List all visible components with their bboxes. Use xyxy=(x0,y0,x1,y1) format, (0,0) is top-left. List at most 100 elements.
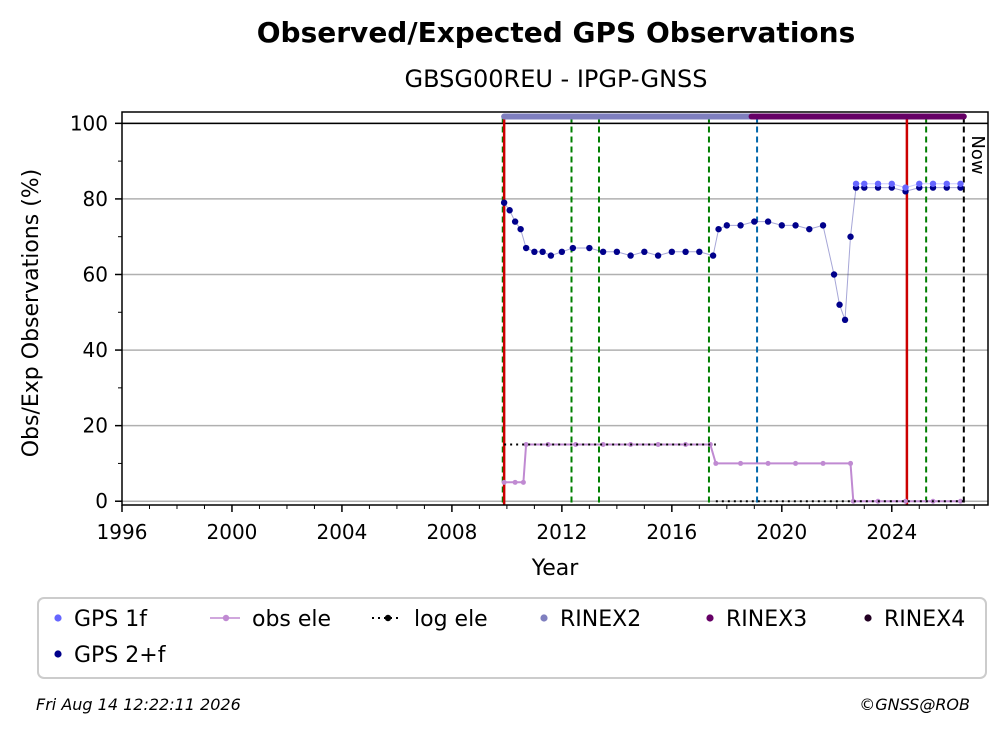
point-gps-2-f xyxy=(778,222,786,229)
point-obs-ele xyxy=(765,460,771,466)
y-tick-label: 100 xyxy=(70,111,108,135)
point-gps-1f xyxy=(902,184,909,191)
series-line-obs-ele xyxy=(504,443,961,503)
plot-frame xyxy=(121,111,989,506)
legend-label: RINEX4 xyxy=(884,607,965,632)
point-gps-2-f xyxy=(751,218,758,225)
y-tick-label: 60 xyxy=(83,262,108,286)
legend-item: log ele xyxy=(372,607,488,632)
point-obs-ele xyxy=(655,442,661,448)
chart-subtitle: GBSG00REU - IPGP-GNSS xyxy=(405,65,708,93)
point-obs-ele xyxy=(512,479,518,485)
point-gps-2-f xyxy=(511,218,519,225)
legend-dot-swatch xyxy=(706,614,714,622)
legend-dot-swatch xyxy=(54,650,62,658)
point-gps-2-f xyxy=(682,248,689,256)
point-obs-ele xyxy=(848,460,854,466)
legend-item: RINEX2 xyxy=(540,607,641,632)
point-obs-ele xyxy=(738,460,744,466)
point-obs-ele xyxy=(793,460,799,466)
point-gps-2-f xyxy=(569,244,577,252)
legend-label: GPS 2+f xyxy=(74,643,167,668)
point-gps-2-f xyxy=(613,248,621,256)
legend-label: RINEX2 xyxy=(560,607,641,632)
point-gps-2-f xyxy=(830,271,838,278)
legend-item: GPS 1f xyxy=(54,607,148,632)
y-tick-label: 80 xyxy=(83,187,108,211)
point-gps-1f xyxy=(957,180,964,187)
x-tick-label: 1996 xyxy=(97,520,148,544)
point-obs-ele xyxy=(903,498,909,504)
point-gps-2-f xyxy=(654,252,662,259)
point-gps-2-f xyxy=(547,252,555,259)
grid-lines xyxy=(122,122,988,502)
point-obs-ele xyxy=(850,498,856,504)
point-obs-ele xyxy=(820,460,826,466)
legend-label: log ele xyxy=(414,607,488,632)
point-gps-2-f xyxy=(531,248,538,256)
footer-credit: ©GNSS@ROB xyxy=(859,695,970,714)
point-gps-2-f xyxy=(792,222,799,229)
point-obs-ele xyxy=(707,442,713,448)
series-layer xyxy=(500,113,967,504)
point-gps-2-f xyxy=(539,248,546,256)
legend-dot-swatch xyxy=(54,614,62,622)
point-gps-2-f xyxy=(819,222,827,229)
legend-dot-swatch xyxy=(540,614,548,622)
point-gps-1f xyxy=(852,180,860,187)
point-gps-2-f xyxy=(847,233,854,240)
point-gps-2-f xyxy=(506,207,513,214)
now-label: Now xyxy=(967,135,988,174)
point-gps-2-f xyxy=(737,222,744,229)
point-obs-ele xyxy=(501,479,507,485)
legend-dot-swatch xyxy=(222,614,230,622)
point-obs-ele xyxy=(958,498,964,504)
point-gps-1f xyxy=(861,180,868,187)
x-axis-label: Year xyxy=(531,556,580,581)
y-tick-label: 40 xyxy=(83,338,108,362)
point-obs-ele xyxy=(523,442,529,448)
point-gps-2-f xyxy=(709,252,717,259)
point-gps-1f xyxy=(916,180,923,187)
point-gps-1f xyxy=(888,180,895,187)
x-tick-label: 2016 xyxy=(646,520,697,544)
point-gps-2-f xyxy=(668,248,676,256)
x-tick-label: 2000 xyxy=(207,520,258,544)
legend-item: GPS 2+f xyxy=(54,643,167,668)
y-axis-label: Obs/Exp Observations (%) xyxy=(19,169,44,458)
point-gps-2-f xyxy=(558,248,566,256)
x-tick-label: 2024 xyxy=(866,520,917,544)
y-tick-label: 0 xyxy=(95,489,108,513)
point-gps-2-f xyxy=(517,225,524,233)
point-obs-ele xyxy=(600,442,606,448)
point-gps-2-f xyxy=(715,225,722,233)
x-tick-label: 2004 xyxy=(316,520,367,544)
point-gps-2-f xyxy=(586,244,593,252)
axis-ticks: 0 20 40 60 80 100 1996 2000 2004 2008 2012 2016 2020… xyxy=(70,111,975,544)
point-obs-ele xyxy=(713,460,719,466)
point-gps-2-f xyxy=(723,222,731,229)
point-gps-2-f xyxy=(627,252,634,259)
legend-dot-swatch xyxy=(384,614,392,622)
point-gps-1f xyxy=(929,180,937,187)
legend-label: GPS 1f xyxy=(74,607,148,632)
point-gps-1f xyxy=(943,180,950,187)
series-line-gps-2-f xyxy=(503,187,961,320)
point-gps-2-f xyxy=(836,301,843,308)
point-gps-2-f xyxy=(696,248,703,256)
x-tick-label: 2020 xyxy=(756,520,807,544)
event-lines xyxy=(501,116,965,505)
point-gps-2-f xyxy=(641,248,648,256)
point-obs-ele xyxy=(520,479,526,485)
legend-dot-swatch xyxy=(864,614,872,622)
legend: GPS 1f obs ele log ele RINEX2 RINEX3 RINEX4 GP… xyxy=(54,607,965,668)
point-gps-2-f xyxy=(599,248,607,256)
point-gps-2-f xyxy=(764,218,772,225)
point-obs-ele xyxy=(573,442,579,448)
x-tick-label: 2012 xyxy=(536,520,587,544)
point-gps-2-f xyxy=(500,199,508,206)
point-gps-2-f xyxy=(806,225,813,233)
legend-box xyxy=(37,597,987,679)
legend-label: obs ele xyxy=(252,607,331,632)
